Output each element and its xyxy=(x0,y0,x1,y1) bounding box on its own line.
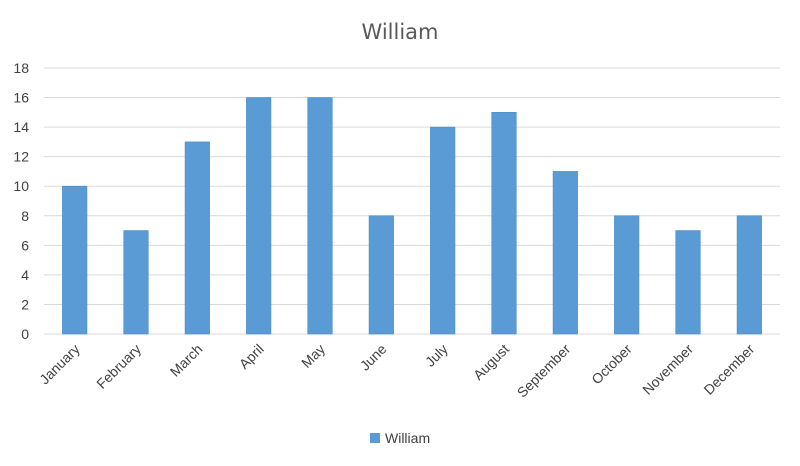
legend-label-william: William xyxy=(385,430,430,446)
y-tick-label: 10 xyxy=(13,178,29,194)
x-tick-label: January xyxy=(36,341,83,388)
y-axis-ticks: 0 2 4 6 8 10 12 14 16 18 xyxy=(13,60,29,342)
x-tick-label: March xyxy=(167,341,206,380)
y-tick-label: 14 xyxy=(13,119,29,135)
y-tick-label: 0 xyxy=(21,326,29,342)
x-tick-label: April xyxy=(236,341,267,372)
x-axis-ticks: January February March April May June July Augu… xyxy=(36,341,757,401)
x-tick-label: July xyxy=(422,341,451,370)
bar-april xyxy=(246,97,272,335)
x-tick-label: May xyxy=(298,341,328,371)
y-tick-label: 6 xyxy=(21,237,29,253)
y-tick-label: 8 xyxy=(21,208,29,224)
bar-december xyxy=(736,215,762,335)
x-tick-label: October xyxy=(588,341,635,388)
x-tick-label: September xyxy=(514,341,574,401)
bar-july xyxy=(430,126,456,335)
chart-title: William xyxy=(362,20,439,44)
y-tick-label: 16 xyxy=(13,90,29,106)
x-tick-label: November xyxy=(639,341,696,398)
legend-swatch-william xyxy=(370,433,380,443)
gridlines xyxy=(44,67,780,335)
bar-august xyxy=(491,112,517,335)
x-tick-label: February xyxy=(93,341,144,392)
bar-january xyxy=(62,185,88,335)
legend: William xyxy=(370,430,430,446)
x-tick-label: August xyxy=(470,341,512,383)
bars xyxy=(62,97,762,335)
bar-october xyxy=(614,215,640,335)
x-tick-label: December xyxy=(700,341,757,398)
y-tick-label: 2 xyxy=(21,296,29,312)
y-tick-label: 4 xyxy=(21,267,29,283)
bar-february xyxy=(123,230,149,335)
bar-september xyxy=(552,171,578,335)
bar-march xyxy=(184,141,210,335)
bar-november xyxy=(675,230,701,335)
bar-june xyxy=(368,215,394,335)
y-tick-label: 18 xyxy=(13,60,29,76)
x-tick-label: June xyxy=(357,341,390,374)
y-tick-label: 12 xyxy=(13,149,29,165)
bar-may xyxy=(307,97,333,335)
